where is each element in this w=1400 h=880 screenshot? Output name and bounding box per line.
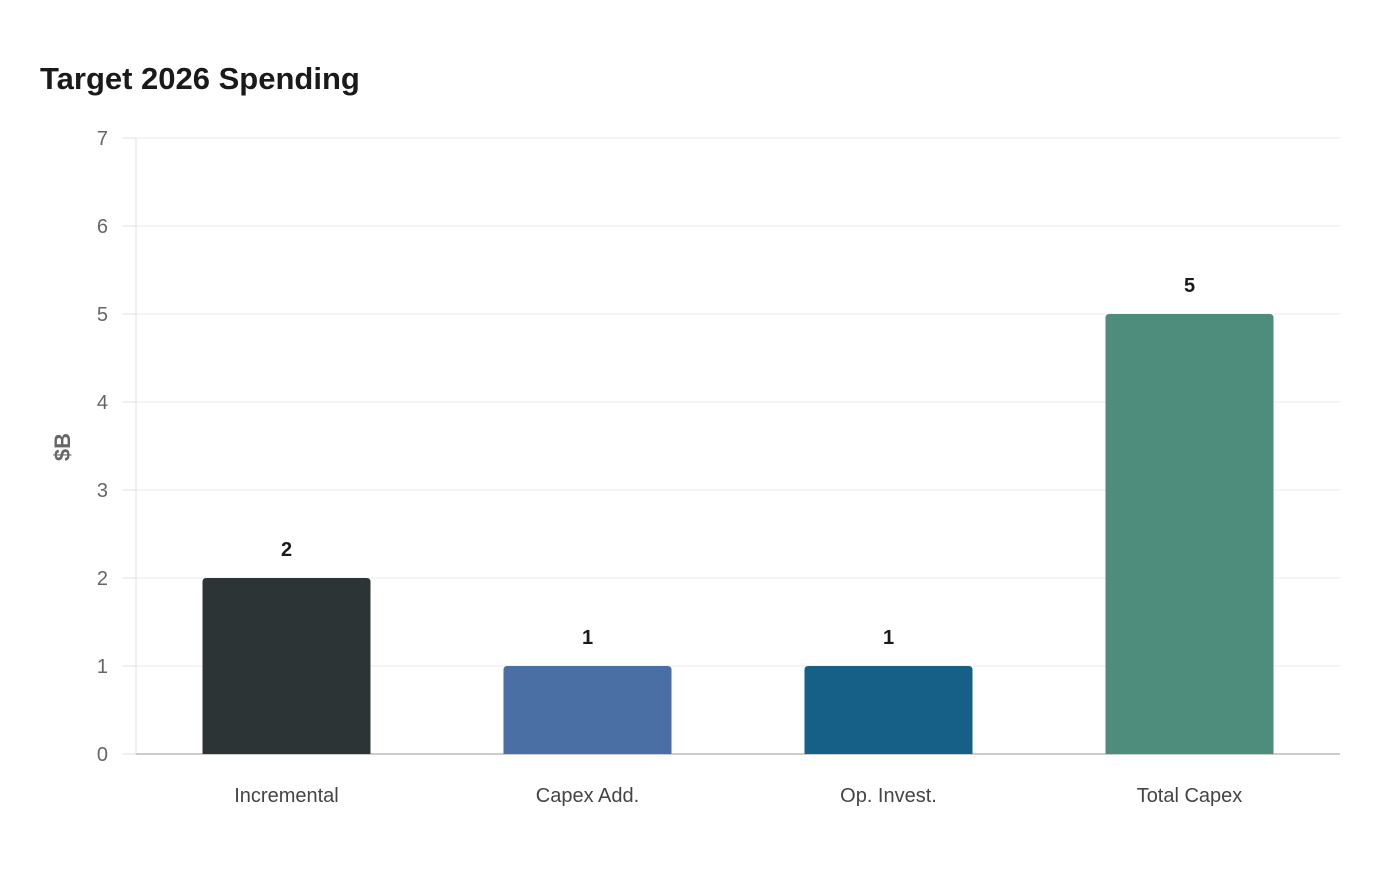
bar-op-invest xyxy=(804,666,973,754)
bar-incremental xyxy=(202,578,371,754)
bars: 2 1 1 5 xyxy=(202,275,1274,754)
x-tick-label: Total Capex xyxy=(1137,785,1243,807)
y-tick-label: 2 xyxy=(97,568,108,590)
y-tick-label: 3 xyxy=(97,480,108,502)
y-tick-label: 6 xyxy=(97,216,108,238)
data-label: 5 xyxy=(1184,275,1195,297)
bar-capex-add xyxy=(503,666,672,754)
x-tick-label: Capex Add. xyxy=(536,785,639,807)
data-label: 1 xyxy=(883,627,894,649)
y-tick-label: 5 xyxy=(97,304,108,326)
data-label: 2 xyxy=(281,539,292,561)
data-label: 1 xyxy=(582,627,593,649)
bar-total-capex xyxy=(1105,314,1274,754)
y-tick-label: 0 xyxy=(97,744,108,766)
y-axis-title: $B xyxy=(50,433,75,461)
x-tick-label: Op. Invest. xyxy=(840,785,937,807)
y-tick-label: 1 xyxy=(97,656,108,678)
y-tick-label: 4 xyxy=(97,392,108,414)
x-axis-labels: Incremental Capex Add. Op. Invest. Total Ca… xyxy=(234,785,1242,807)
y-tick-label: 7 xyxy=(97,128,108,150)
x-tick-label: Incremental xyxy=(234,785,339,807)
y-axis-ticks: 0 1 2 3 4 5 6 7 xyxy=(97,128,108,766)
chart-title: Target 2026 Spending xyxy=(40,61,360,96)
